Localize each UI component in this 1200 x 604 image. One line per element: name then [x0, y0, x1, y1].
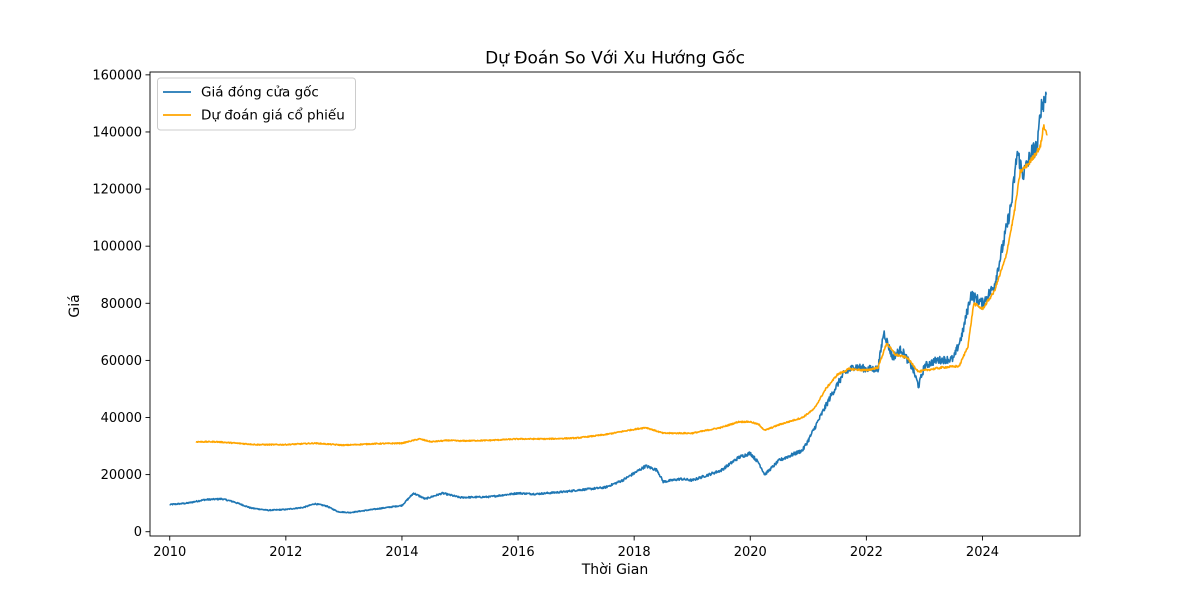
y-tick-label: 120000 [92, 183, 142, 198]
x-tick-label: 2014 [385, 545, 418, 560]
y-tick-label: 140000 [92, 125, 142, 140]
y-tick-label: 100000 [92, 240, 142, 255]
plot-area: 2010 2012 2014 2016 2018 2020 2022 2024 0 20000 40… [92, 68, 1081, 560]
plot-frame [149, 71, 1081, 537]
y-tick-label: 0 [134, 525, 142, 540]
legend-entry: Dự đoán giá cổ phiếu [201, 107, 345, 124]
y-tick-label: 80000 [101, 297, 142, 312]
y-tick-label: 60000 [101, 354, 142, 369]
x-tick-label: 2024 [966, 545, 999, 560]
x-tick-label: 2012 [269, 545, 302, 560]
x-tick-label: 2022 [850, 545, 883, 560]
y-tick-label: 160000 [92, 68, 142, 83]
x-axis-label: Thời Gian [581, 562, 649, 578]
series-line-1 [195, 124, 1048, 447]
chart-title: Dự Đoán So Với Xu Hướng Gốc [485, 48, 745, 69]
x-tick-label: 2020 [734, 545, 767, 560]
y-tick-label: 20000 [101, 468, 142, 483]
y-tick-label: 40000 [101, 411, 142, 426]
y-axis-label: Giá [67, 294, 83, 317]
series-line-0 [169, 91, 1048, 514]
x-tick-label: 2018 [618, 545, 651, 560]
legend-entry: Giá đóng cửa gốc [201, 84, 319, 101]
x-tick-label: 2016 [502, 545, 535, 560]
x-tick-label: 2010 [153, 545, 186, 560]
legend-box [157, 77, 356, 131]
